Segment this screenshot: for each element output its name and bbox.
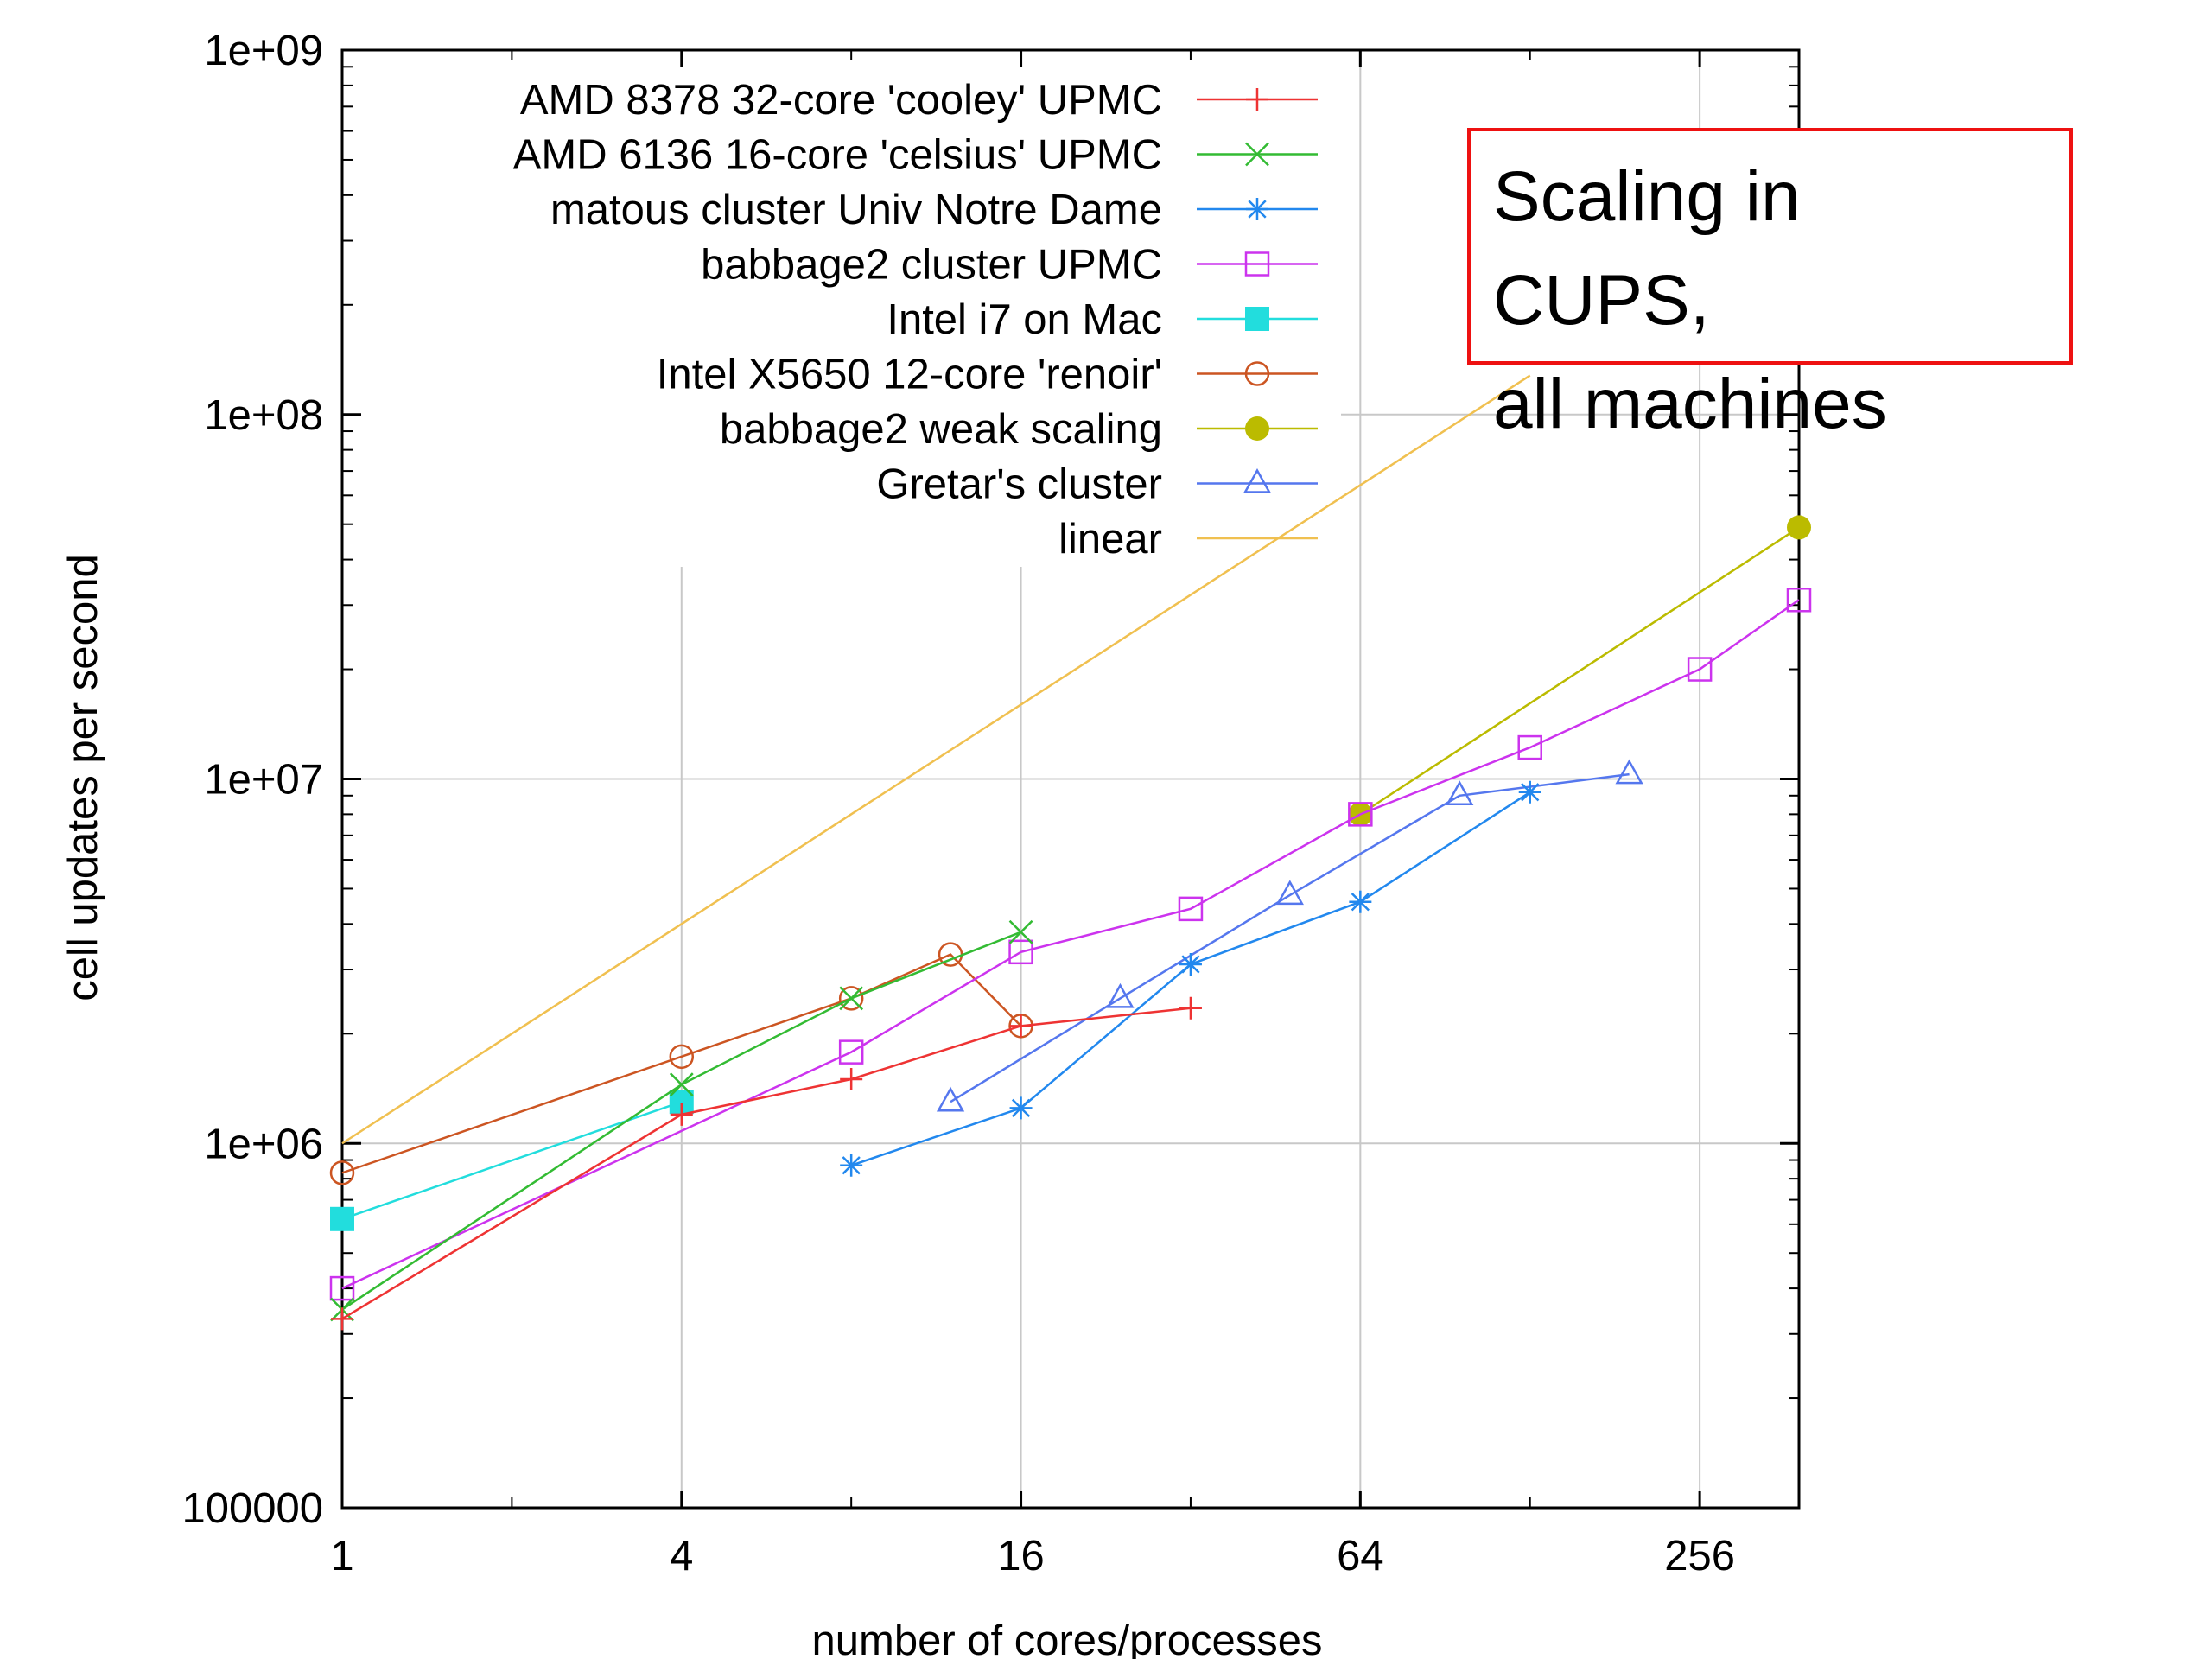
data-point xyxy=(1009,1014,1033,1038)
legend-background xyxy=(347,55,1341,567)
data-point xyxy=(669,1044,695,1070)
x-tick-label: 256 xyxy=(1664,1533,1735,1580)
y-axis-label: cell updates per second xyxy=(60,554,106,1001)
data-point xyxy=(1787,515,1811,540)
legend-label: matous cluster Univ Notre Dame xyxy=(550,187,1162,233)
y-tick-label: 1e+08 xyxy=(204,392,323,439)
legend-label: babbage2 weak scaling xyxy=(720,406,1162,453)
data-point xyxy=(330,1206,354,1231)
data-point xyxy=(838,986,864,1011)
data-point xyxy=(1518,780,1541,804)
legend-entry: matous cluster Univ Notre Dame xyxy=(550,187,1318,233)
legend-entry: AMD 6136 16-core 'celsius' UPMC xyxy=(513,132,1318,179)
series-line xyxy=(1359,526,1800,816)
legend-marker xyxy=(1243,467,1272,493)
x-tick-label: 64 xyxy=(1337,1533,1384,1580)
annotation-line: CUPS, xyxy=(1493,261,1710,340)
data-point xyxy=(1348,802,1373,827)
data-point xyxy=(840,1154,863,1177)
series-0 xyxy=(331,996,1202,1331)
legend-marker xyxy=(1244,251,1270,276)
legend-entry: babbage2 weak scaling xyxy=(720,406,1318,453)
series-line xyxy=(341,374,1531,1145)
data-point xyxy=(839,986,864,1011)
legend-label: Intel i7 on Mac xyxy=(887,296,1162,343)
legend-label: babbage2 cluster UPMC xyxy=(701,242,1162,289)
data-point xyxy=(329,1160,355,1185)
legend-marker xyxy=(1245,142,1269,167)
data-point xyxy=(1615,759,1643,785)
data-point xyxy=(1106,982,1135,1008)
data-point xyxy=(1786,588,1812,613)
x-axis-label: number of cores/processes xyxy=(812,1618,1323,1659)
legend-label: Gretar's cluster xyxy=(876,461,1162,508)
series-3 xyxy=(329,588,1812,1301)
legend-entry: Intel i7 on Mac xyxy=(887,296,1318,343)
data-point xyxy=(1008,919,1033,944)
data-point xyxy=(670,1103,693,1126)
data-point xyxy=(838,1039,864,1065)
data-point xyxy=(1275,880,1304,906)
data-point xyxy=(669,1072,694,1097)
legend-label: linear xyxy=(1058,516,1162,563)
data-point xyxy=(1008,939,1033,965)
data-point xyxy=(1687,657,1713,682)
y-tick-label: 1e+07 xyxy=(204,757,323,804)
axes: 1 4 16 64 256 100000 1e+06 1e+07 1e+08 1e+09 xyxy=(181,28,1801,1580)
data-point xyxy=(840,1067,863,1090)
legend-entry: babbage2 cluster UPMC xyxy=(701,242,1318,289)
legend-marker xyxy=(1246,88,1268,111)
legend-entry: AMD 8378 32-core 'cooley' UPMC xyxy=(520,77,1318,124)
y-tick-label: 1e+06 xyxy=(204,1121,323,1167)
legend-marker xyxy=(1246,198,1268,220)
annotation-line: all machines xyxy=(1493,365,1887,443)
data-point xyxy=(1179,996,1202,1020)
legend: AMD 8378 32-core 'cooley' UPMC AMD 6136 1… xyxy=(513,77,1318,563)
data-point xyxy=(1009,1096,1033,1120)
series-8 xyxy=(341,374,1531,1145)
data-series xyxy=(329,374,1812,1331)
data-point xyxy=(1446,780,1474,806)
series-line xyxy=(341,599,1800,1290)
data-point xyxy=(1179,953,1202,976)
legend-marker xyxy=(1245,307,1269,331)
legend-marker xyxy=(1245,416,1269,441)
x-tick-label: 1 xyxy=(330,1533,353,1580)
legend-label: AMD 8378 32-core 'cooley' UPMC xyxy=(520,77,1162,124)
x-tick-label: 4 xyxy=(670,1533,693,1580)
annotation-box: Scaling in CUPS, all machines xyxy=(1467,128,2073,443)
data-point xyxy=(1349,890,1372,913)
series-6 xyxy=(1348,515,1811,827)
data-point xyxy=(1517,734,1542,760)
series-line xyxy=(341,931,1022,1311)
series-line xyxy=(341,1007,1192,1320)
series-2 xyxy=(840,780,1541,1177)
legend-entry: Intel X5650 12-core 'renoir' xyxy=(657,352,1318,398)
legend-label: Intel X5650 12-core 'renoir' xyxy=(657,352,1162,398)
annotation-frame xyxy=(1467,128,2073,365)
data-point xyxy=(331,1307,353,1331)
y-tick-label: 1e+09 xyxy=(204,28,323,74)
legend-entry: linear xyxy=(1058,516,1318,563)
legend-entry: Gretar's cluster xyxy=(876,461,1318,508)
y-tick-label: 100000 xyxy=(181,1485,323,1532)
data-point xyxy=(1178,896,1204,922)
legend-label: AMD 6136 16-core 'celsius' UPMC xyxy=(513,132,1162,179)
legend-marker xyxy=(1244,361,1270,386)
annotation-line: Scaling in xyxy=(1493,157,1801,236)
series-7 xyxy=(936,759,1643,1112)
x-tick-label: 16 xyxy=(997,1533,1045,1580)
data-point xyxy=(329,1275,355,1301)
data-point xyxy=(936,1086,965,1112)
series-line xyxy=(950,772,1630,1103)
